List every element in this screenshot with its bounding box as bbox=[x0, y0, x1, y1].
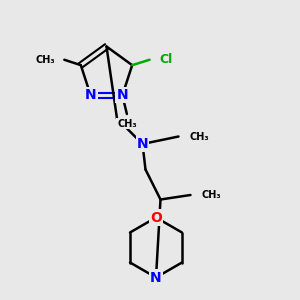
Text: CH₃: CH₃ bbox=[202, 190, 221, 200]
Text: N: N bbox=[85, 88, 96, 102]
Text: N: N bbox=[150, 271, 162, 284]
Text: CH₃: CH₃ bbox=[117, 118, 137, 128]
Text: Cl: Cl bbox=[159, 53, 172, 66]
Text: O: O bbox=[150, 211, 162, 224]
Text: N: N bbox=[137, 137, 148, 151]
Text: N: N bbox=[117, 88, 128, 102]
Text: CH₃: CH₃ bbox=[190, 131, 209, 142]
Text: CH₃: CH₃ bbox=[35, 55, 55, 65]
